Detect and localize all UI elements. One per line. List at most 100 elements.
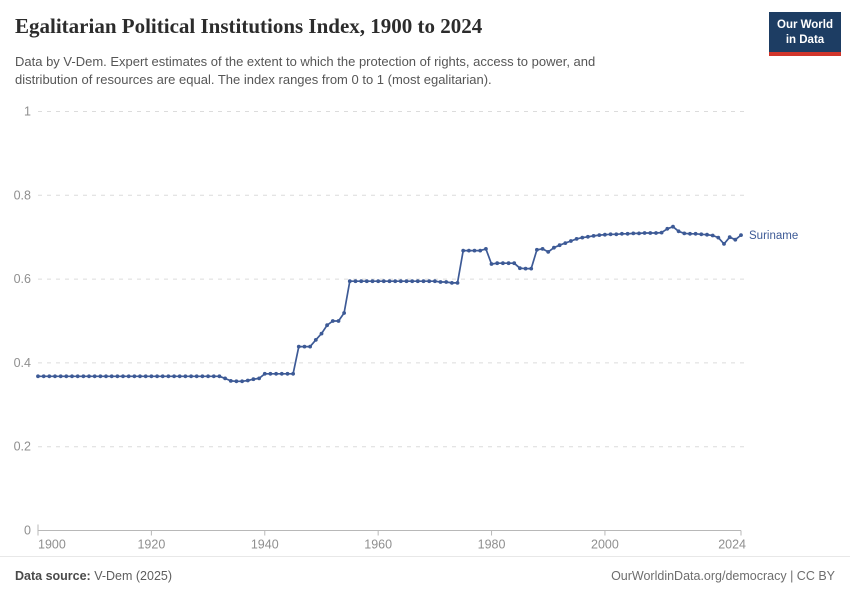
data-point[interactable] [262,371,267,376]
data-point[interactable] [659,230,664,235]
data-point[interactable] [87,374,91,379]
data-point[interactable] [472,248,477,253]
data-point[interactable] [467,248,471,253]
data-point[interactable] [381,279,386,284]
data-point[interactable] [285,371,290,376]
data-point[interactable] [450,281,454,285]
data-point[interactable] [228,379,233,383]
data-point[interactable] [279,371,284,376]
data-point[interactable] [342,311,346,315]
data-point[interactable] [654,231,658,235]
data-point[interactable] [563,241,568,246]
data-point[interactable] [75,374,80,379]
data-point[interactable] [313,338,318,342]
data-point[interactable] [330,319,335,323]
data-point[interactable] [291,371,295,376]
data-point[interactable] [138,374,142,379]
data-point[interactable] [586,234,590,239]
data-point[interactable] [552,245,556,250]
data-point[interactable] [676,229,681,234]
series-label[interactable]: Suriname [749,230,798,242]
data-point[interactable] [217,374,222,379]
data-point[interactable] [518,266,522,271]
data-point[interactable] [189,374,194,379]
data-point[interactable] [682,231,687,236]
data-point[interactable] [109,374,114,379]
data-point[interactable] [251,377,256,382]
data-point[interactable] [53,374,57,379]
data-point[interactable] [620,231,624,236]
data-point[interactable] [126,374,131,379]
data-point[interactable] [529,266,534,271]
data-point[interactable] [523,266,528,271]
data-point[interactable] [597,233,602,238]
data-point[interactable] [722,242,726,246]
data-point[interactable] [637,231,641,236]
data-point[interactable] [727,235,732,240]
data-point[interactable] [710,233,715,238]
data-point[interactable] [268,371,273,376]
data-point[interactable] [444,280,449,284]
data-point[interactable] [36,374,40,379]
data-point[interactable] [160,374,165,379]
data-point[interactable] [688,231,692,236]
data-point[interactable] [393,279,398,284]
data-point[interactable] [240,379,245,384]
data-point[interactable] [455,281,460,285]
data-point[interactable] [427,279,432,284]
data-point[interactable] [387,279,392,284]
trend-line[interactable] [37,225,742,383]
data-point[interactable] [172,374,177,379]
data-point[interactable] [540,247,545,251]
data-point[interactable] [370,279,375,284]
data-point[interactable] [325,323,329,328]
data-point[interactable] [177,374,182,379]
data-point[interactable] [121,374,125,379]
data-point[interactable] [557,243,562,248]
data-point[interactable] [194,374,199,379]
data-point[interactable] [671,224,675,229]
data-point[interactable] [716,235,721,240]
data-point[interactable] [70,374,74,379]
data-point[interactable] [183,374,188,379]
data-point[interactable] [535,247,539,252]
data-point[interactable] [574,237,579,241]
data-point[interactable] [421,279,426,284]
data-point[interactable] [257,376,261,381]
data-point[interactable] [506,261,511,266]
data-point[interactable] [319,331,324,336]
data-point[interactable] [347,279,352,284]
data-point[interactable] [404,279,409,284]
data-point[interactable] [398,279,403,284]
data-point[interactable] [98,374,103,379]
data-point[interactable] [64,374,69,379]
data-point[interactable] [336,319,341,323]
data-point[interactable] [132,374,137,379]
data-point[interactable] [58,374,63,379]
data-point[interactable] [274,371,278,376]
data-point[interactable] [603,232,607,237]
data-point[interactable] [104,374,108,379]
data-point[interactable] [223,376,228,381]
data-point[interactable] [501,261,505,266]
data-point[interactable] [495,261,500,266]
data-point[interactable] [591,234,596,238]
data-point[interactable] [461,248,466,253]
data-point[interactable] [739,233,743,238]
data-point[interactable] [206,374,211,379]
data-point[interactable] [41,374,46,379]
data-point[interactable] [642,231,647,235]
credit-link[interactable]: OurWorldinData.org/democracy | CC BY [611,569,835,583]
data-point[interactable] [364,279,369,284]
data-point[interactable] [234,379,239,384]
data-point[interactable] [155,374,160,379]
data-point[interactable] [359,279,364,284]
data-point[interactable] [81,374,86,379]
data-point[interactable] [47,374,52,379]
data-point[interactable] [614,232,619,237]
data-point[interactable] [302,344,307,349]
data-point[interactable] [166,374,171,379]
data-point[interactable] [625,231,630,236]
data-point[interactable] [353,279,358,284]
data-point[interactable] [733,237,738,242]
